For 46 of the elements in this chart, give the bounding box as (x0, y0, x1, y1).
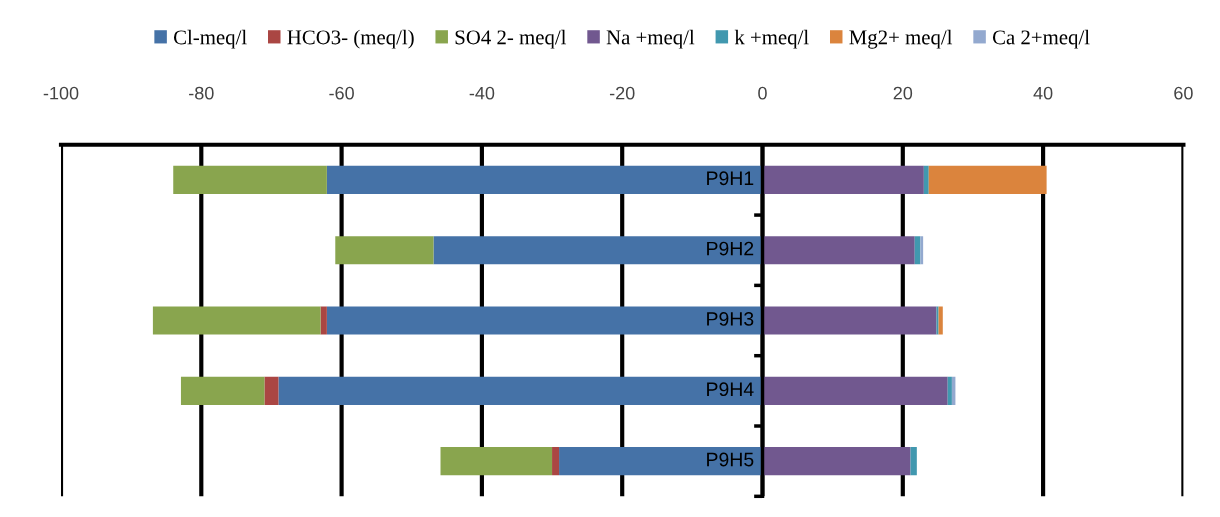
bar (335, 236, 434, 265)
bar (152, 306, 321, 335)
bar (947, 376, 952, 405)
y-tick-label: P9H1 (707, 171, 754, 186)
bar (923, 165, 929, 194)
bar (762, 376, 948, 405)
x-tick-label: -40 (469, 86, 495, 100)
bar (433, 236, 763, 265)
legend-label: Cl-meq/l (173, 29, 247, 49)
legend-label: k +meq/l (734, 29, 809, 49)
legend-label: HCO3- (meq/l) (287, 29, 414, 49)
legend-label: Mg2+ meq/l (849, 29, 953, 49)
bar (762, 447, 911, 476)
x-tick-label: -100 (43, 86, 79, 100)
bar (762, 306, 937, 335)
y-tick-label: P9H4 (707, 382, 754, 397)
x-tick-label: -20 (609, 86, 635, 100)
bar (173, 165, 327, 194)
x-tick-label: 60 (1174, 86, 1193, 100)
legend-label: SO4 2- meq/l (455, 29, 567, 49)
bar (920, 236, 924, 265)
bar (180, 376, 265, 405)
bar (762, 165, 924, 194)
x-tick-label: -60 (329, 86, 354, 100)
bar (928, 165, 1047, 194)
y-tick-label: P9H2 (707, 241, 754, 256)
legend-label: Ca 2+meq/l (992, 29, 1090, 49)
bar (938, 306, 943, 335)
bar (559, 447, 763, 476)
x-tick-label: -80 (189, 86, 214, 100)
bar (264, 376, 279, 405)
bar (552, 447, 560, 476)
bar (440, 447, 553, 476)
bar (326, 165, 763, 194)
bar (936, 306, 939, 335)
y-tick-label: P9H3 (707, 311, 754, 326)
x-tick-label: 20 (893, 86, 913, 100)
bar (320, 306, 327, 335)
bar (762, 236, 915, 265)
bar (910, 447, 917, 476)
legend-label: Na +meq/l (606, 29, 695, 49)
bar (278, 376, 763, 405)
x-tick-label: 0 (758, 86, 767, 100)
bar (326, 306, 763, 335)
y-tick-label: P9H5 (707, 452, 754, 467)
x-tick-label: 40 (1033, 86, 1053, 100)
